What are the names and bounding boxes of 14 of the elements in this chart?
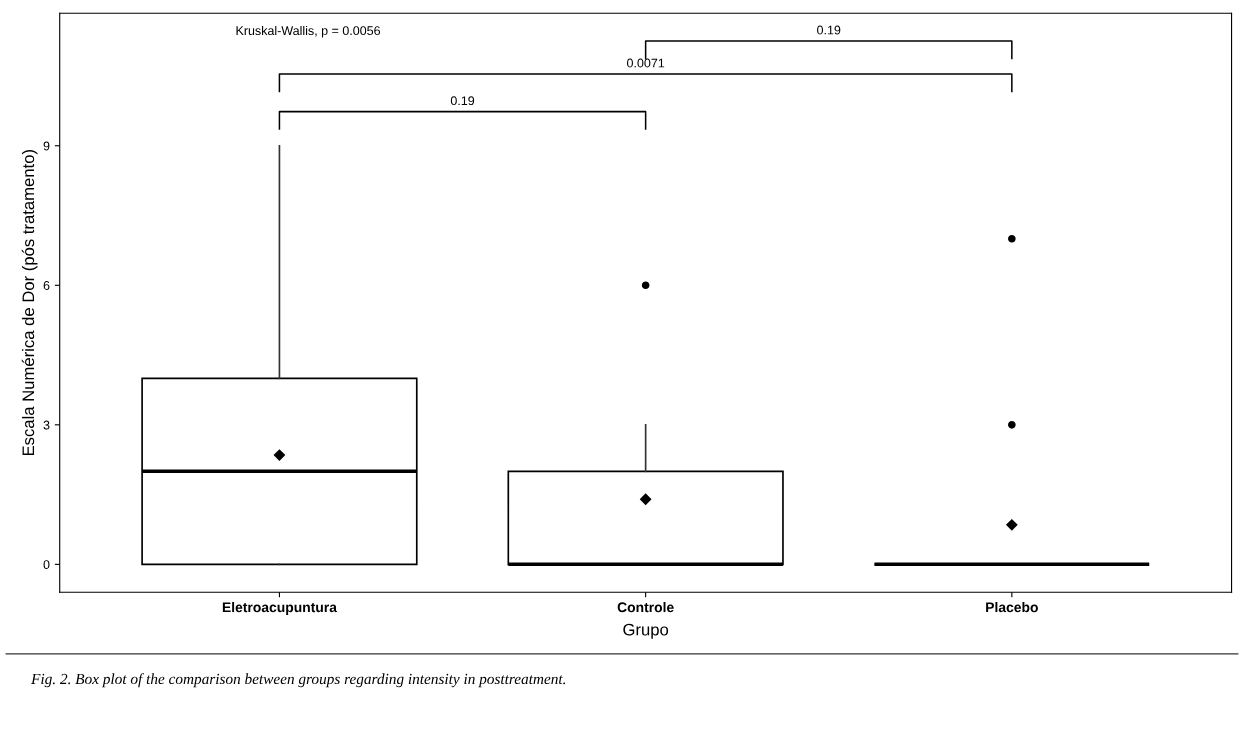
x-tick-label: Eletroacupuntura xyxy=(222,601,338,615)
y-tick-label: 9 xyxy=(43,141,50,151)
annotation: Kruskal-Wallis, p = 0.0056 xyxy=(236,25,381,38)
annotation: 0.0071 xyxy=(627,58,665,68)
annotation: 0.19 xyxy=(450,96,475,106)
x-tick-label: Controle xyxy=(617,601,674,613)
x-tick-label: Placebo xyxy=(986,601,1038,613)
annotation: 0.19 xyxy=(817,25,841,35)
y-tick-label: 0 xyxy=(43,560,50,570)
y-tick-label: 3 xyxy=(43,420,50,430)
y-tick-label: 6 xyxy=(43,281,50,290)
y-axis-title: Escala Numérica de Dor (pós tratamento) xyxy=(21,149,38,456)
caption: Fig. 2. Box plot of the comparison between groups regarding intensity in posttreatment. xyxy=(31,673,566,688)
x-axis-title: Grupo xyxy=(623,623,669,639)
